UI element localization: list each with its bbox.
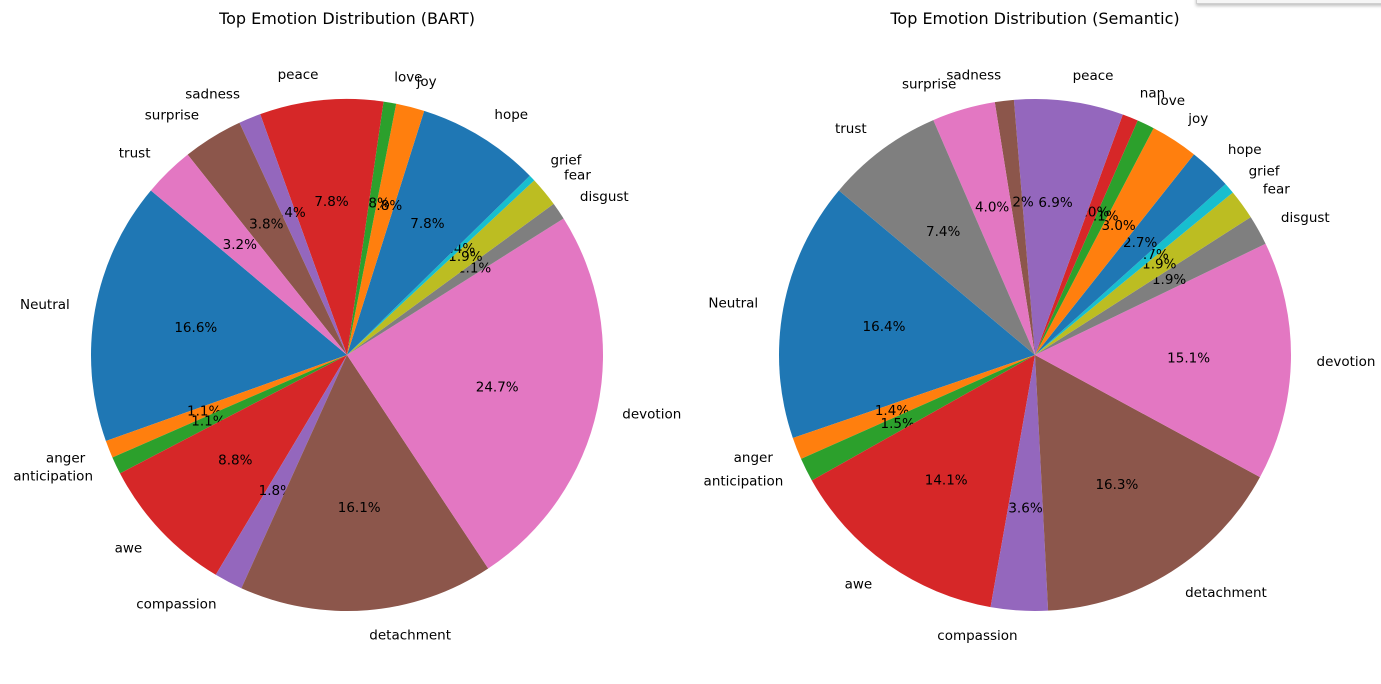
- slice-label-joy: joy: [1187, 111, 1208, 127]
- pie-slice-surprise: [933, 102, 1035, 356]
- pie-slice-anger: [105, 355, 347, 458]
- pie-slice-sadness: [239, 114, 347, 355]
- slice-pct-devotion: 24.7%: [476, 379, 519, 395]
- pie-slice-love: [347, 101, 397, 356]
- pie-slice-detachment: [241, 355, 489, 612]
- pie-chart-bart: Top Emotion Distribution (BART) Neutral 1…: [13, 9, 681, 644]
- pie-slice-hope: [347, 110, 530, 355]
- slice-label-trust: trust: [835, 121, 867, 137]
- pie-slice-anticipation: [112, 355, 348, 474]
- slice-pct-surprise: 3.8%: [249, 216, 283, 232]
- slice-pct-peace: 6.9%: [1038, 195, 1072, 211]
- slice-label-hope: hope: [1228, 142, 1262, 158]
- pie-slice-surprise: [187, 122, 347, 355]
- chart-title-bart: Top Emotion Distribution (BART): [218, 9, 475, 28]
- slice-label-awe: awe: [845, 577, 873, 593]
- slice-label-devotion: devotion: [622, 406, 681, 422]
- pie-slice-joy: [347, 103, 425, 356]
- pie-slice-hope: [1035, 154, 1226, 355]
- slice-pct-trust: 3.2%: [223, 237, 257, 253]
- slice-pct-disgust: 1.9%: [1152, 272, 1186, 288]
- pie-slice-grief: [1035, 183, 1233, 355]
- slice-label-anticipation: anticipation: [704, 473, 784, 489]
- pie-slice-grief: [347, 175, 535, 355]
- slice-pct-neutral: 16.4%: [863, 319, 906, 335]
- slice-label-neutral: Neutral: [708, 296, 758, 312]
- pie-slice-fear: [347, 180, 554, 355]
- slice-pct-trust: 7.4%: [926, 224, 960, 240]
- slice-pct-peace: 7.8%: [314, 194, 348, 210]
- pie-slice-fear: [1035, 192, 1251, 355]
- slice-label-detachment: detachment: [1185, 585, 1267, 601]
- slice-label-sadness: sadness: [185, 87, 240, 103]
- slice-label-anger: anger: [734, 450, 774, 466]
- slice-label-neutral: Neutral: [20, 297, 70, 313]
- pie-slice-love: [1035, 120, 1154, 355]
- pie-slice-compassion: [215, 355, 347, 589]
- slice-pct-hope: 2.7%: [1123, 235, 1157, 251]
- pie-slice-sadness: [994, 99, 1035, 356]
- slice-label-compassion: compassion: [136, 597, 216, 613]
- pie-slice-anticipation: [801, 355, 1035, 481]
- slice-pct-surprise: 4.0%: [975, 200, 1009, 216]
- pie-chart-semantic: Top Emotion Distribution (Semantic) Neut…: [704, 9, 1376, 644]
- slice-pct-fear: 1.9%: [448, 249, 482, 265]
- slice-pct-fear: 1.9%: [1142, 257, 1176, 273]
- pie-slice-anger: [792, 355, 1035, 459]
- pie-slice-awe: [811, 355, 1035, 608]
- pie-slice-trust: [838, 120, 1035, 355]
- chart-title-semantic: Top Emotion Distribution (Semantic): [889, 9, 1179, 28]
- slice-pct-neutral: 16.6%: [174, 320, 217, 336]
- pie-slice-detachment: [1035, 355, 1260, 611]
- window-edge-popup: [1196, 0, 1381, 4]
- slice-label-disgust: disgust: [580, 189, 629, 205]
- slice-label-peace: peace: [278, 67, 319, 83]
- slice-label-disgust: disgust: [1281, 210, 1330, 226]
- pie-slice-awe: [120, 355, 348, 575]
- pie-slice-devotion: [347, 218, 604, 569]
- slice-label-awe: awe: [115, 540, 143, 556]
- slice-label-nan: nan: [1140, 86, 1165, 102]
- slice-label-detachment: detachment: [369, 628, 451, 644]
- pie-slice-joy: [1035, 128, 1194, 355]
- pie-slice-compassion: [990, 355, 1049, 611]
- pie-slice-disgust: [347, 203, 564, 355]
- pie-slice-neutral: [778, 190, 1035, 439]
- slice-label-trust: trust: [119, 145, 151, 161]
- pie-slice-peace: [1013, 98, 1123, 355]
- slice-label-sadness: sadness: [946, 67, 1001, 83]
- slice-label-surprise: surprise: [145, 107, 199, 123]
- slice-label-surprise: surprise: [902, 77, 956, 93]
- pie-slice-devotion: [1035, 243, 1291, 478]
- slice-pct-devotion: 15.1%: [1167, 351, 1210, 367]
- slice-label-anticipation: anticipation: [13, 469, 93, 485]
- slice-pct-awe: 14.1%: [925, 472, 968, 488]
- slice-label-hope: hope: [494, 107, 528, 123]
- pie-slice-disgust: [1035, 217, 1266, 355]
- slice-label-compassion: compassion: [937, 628, 1017, 644]
- slice-label-grief: grief: [1249, 164, 1281, 180]
- slice-label-fear: fear: [564, 168, 591, 184]
- pie-slice-nan: [1035, 114, 1138, 355]
- slice-pct-detachment: 16.1%: [338, 500, 381, 516]
- slice-label-fear: fear: [1263, 182, 1290, 198]
- slice-pct-hope: 7.8%: [410, 216, 444, 232]
- slice-pct-detachment: 16.3%: [1095, 477, 1138, 493]
- slice-label-devotion: devotion: [1317, 354, 1376, 370]
- pie-slice-peace: [260, 99, 384, 355]
- slice-label-anger: anger: [46, 451, 86, 467]
- slice-label-grief: grief: [551, 152, 583, 168]
- slice-label-love: love: [1157, 93, 1185, 109]
- slice-pct-compassion: 3.6%: [1008, 500, 1042, 516]
- slice-pct-joy: 3.0%: [1101, 218, 1135, 234]
- pie-slice-trust: [150, 154, 347, 355]
- slice-label-joy: joy: [416, 74, 437, 90]
- slice-label-peace: peace: [1073, 68, 1114, 84]
- slice-label-love: love: [394, 69, 422, 85]
- slice-pct-awe: 8.8%: [218, 452, 252, 468]
- pie-slice-neutral: [90, 190, 347, 442]
